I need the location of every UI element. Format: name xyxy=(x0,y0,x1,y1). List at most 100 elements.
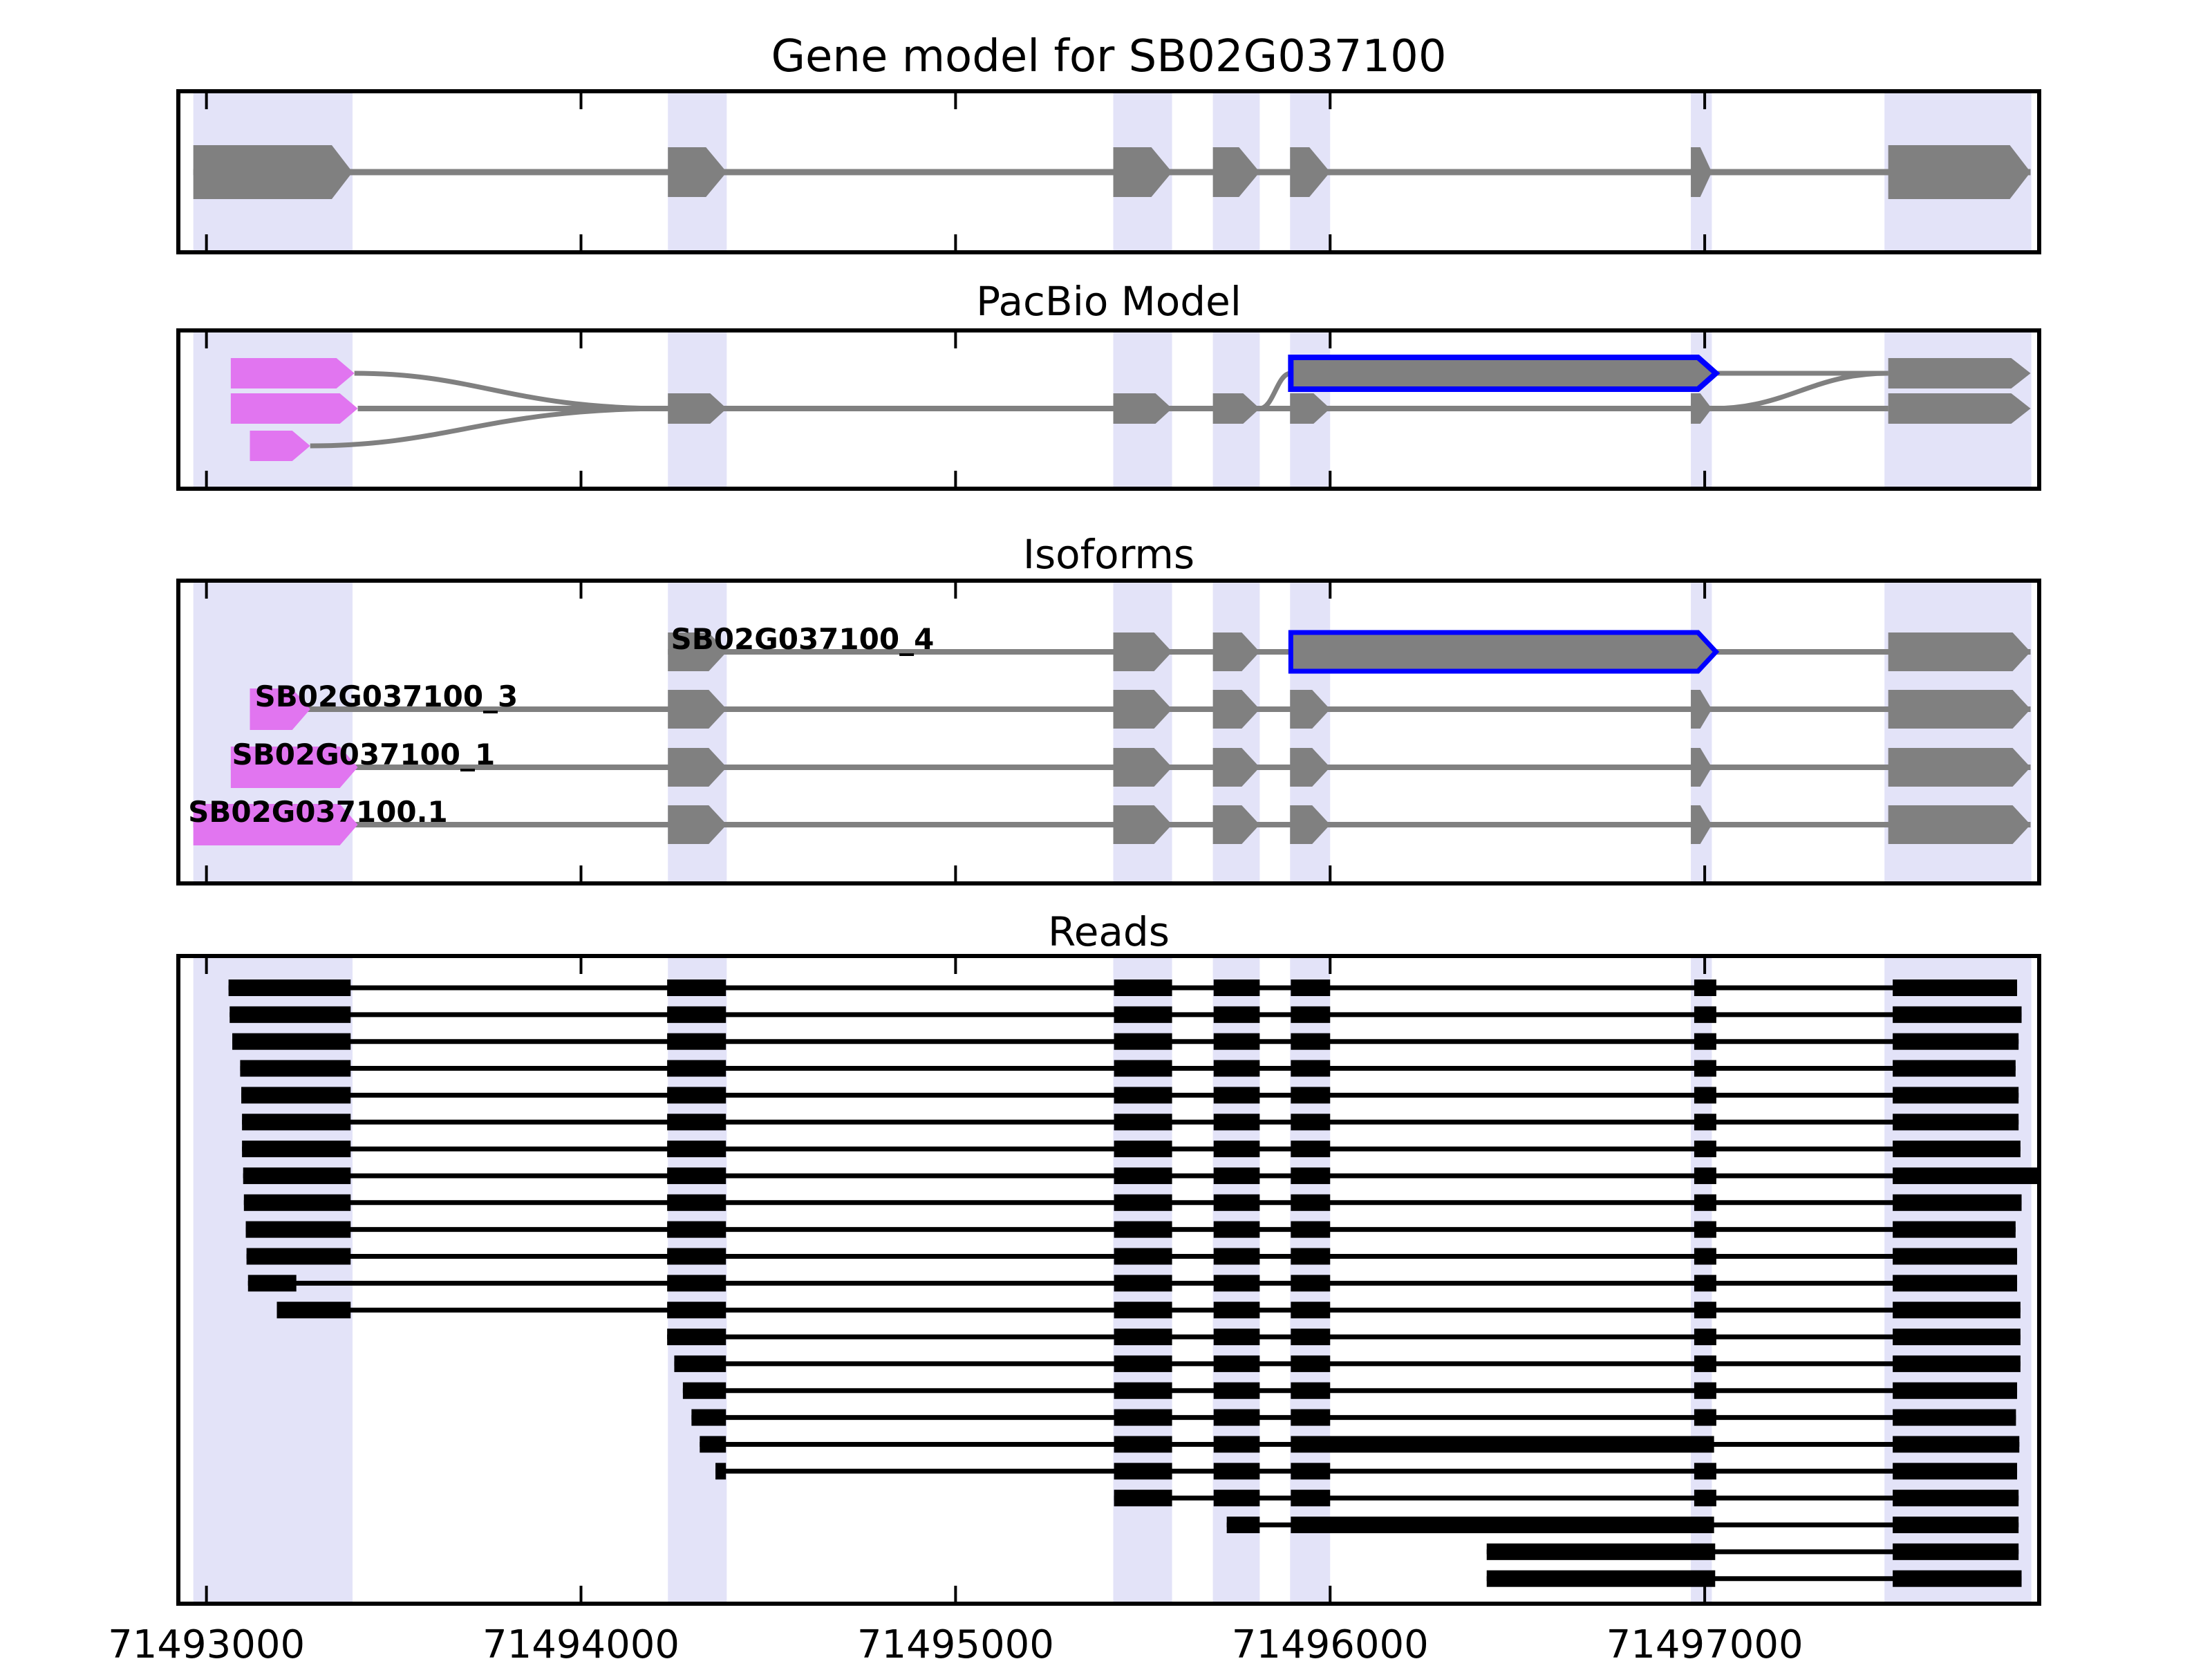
read-exon xyxy=(1694,1463,1716,1480)
read-exon xyxy=(1694,1490,1716,1507)
read-exon xyxy=(1694,1409,1716,1426)
pacbio-splice-curve xyxy=(1259,371,1292,411)
isoform-exon xyxy=(1113,690,1172,729)
read-exon xyxy=(1213,1141,1260,1158)
read-exon xyxy=(1114,1409,1172,1426)
isoform-exon xyxy=(1691,748,1712,787)
read-exon xyxy=(667,1302,727,1319)
x-axis-tick-label: 71493000 xyxy=(108,1622,305,1659)
isoform-exon xyxy=(230,747,358,788)
read-exon xyxy=(1291,980,1331,996)
read-exon xyxy=(1213,1248,1260,1265)
read-exon xyxy=(1694,1141,1716,1158)
isoform-exon xyxy=(1888,690,2031,729)
read-exon xyxy=(1114,1329,1172,1346)
read-exon xyxy=(1114,1490,1172,1507)
read-exon xyxy=(1893,1382,2018,1399)
panel-borders-layer xyxy=(176,89,2041,1606)
isoform-exon xyxy=(193,804,358,845)
read-exon xyxy=(1893,1248,2018,1265)
panel-border-gene_model xyxy=(176,89,2041,254)
isoform-exon xyxy=(1113,748,1172,787)
gene-model-panel-title: Gene model for SB02G037100 xyxy=(771,31,1446,82)
reads-panel-title: Reads xyxy=(1048,908,1170,955)
read-exon xyxy=(1291,1248,1331,1265)
read-exon xyxy=(1213,1194,1260,1211)
x-axis-tick-label: 71496000 xyxy=(1232,1622,1429,1659)
gene-exon xyxy=(1290,147,1331,197)
read-exon xyxy=(700,1436,727,1453)
read-exon xyxy=(1213,1436,1260,1453)
read-exon xyxy=(1694,1033,1716,1050)
read-exon xyxy=(715,1463,727,1480)
read-exon xyxy=(1893,1087,2019,1104)
read-exon xyxy=(1213,1409,1260,1426)
pacbio-splice-curve xyxy=(310,406,668,449)
read-exon xyxy=(1114,1141,1172,1158)
read-exon xyxy=(667,1033,727,1050)
panel-border-reads xyxy=(176,954,2041,1606)
isoform-label: SB02G037100_4 xyxy=(671,622,935,656)
isoform-exon xyxy=(1888,805,2031,844)
read-exon xyxy=(667,1329,727,1346)
read-exon xyxy=(1213,1275,1260,1292)
read-exon xyxy=(1694,1248,1716,1265)
read-exon xyxy=(1291,1409,1331,1426)
read-exon xyxy=(1486,1543,1716,1560)
read-exon xyxy=(1893,1006,2022,1023)
read-exon xyxy=(1291,1060,1331,1077)
read-exon xyxy=(1694,1221,1716,1238)
read-exon xyxy=(1213,1490,1260,1507)
read-exon xyxy=(1893,1060,2016,1077)
read-exon xyxy=(667,1087,727,1104)
read-exon xyxy=(667,980,727,996)
read-exon xyxy=(1213,1221,1260,1238)
read-exon xyxy=(1694,1060,1716,1077)
read-exon xyxy=(245,1221,351,1238)
isoform-exon xyxy=(668,805,727,844)
pacbio-start-exon xyxy=(250,431,310,461)
read-exon xyxy=(1291,1517,1714,1533)
isoform-label: SB02G037100_3 xyxy=(255,679,518,713)
read-exon xyxy=(1291,1355,1331,1372)
isoform-exon xyxy=(668,632,727,671)
read-exon xyxy=(1291,1463,1331,1480)
read-exon xyxy=(229,1006,351,1023)
read-exon xyxy=(1893,1436,2020,1453)
read-exon xyxy=(1694,1167,1716,1184)
isoform-exon xyxy=(1290,748,1331,787)
x-axis-layer: 71493000 71494000 71495000 71496000 71497000 xyxy=(108,1622,1803,1659)
read-exon xyxy=(1291,1087,1331,1104)
read-exon xyxy=(1893,1302,2021,1319)
isoform-exon xyxy=(668,748,727,787)
read-exon xyxy=(1114,1167,1172,1184)
read-exon xyxy=(667,1167,727,1184)
read-exon xyxy=(1114,1087,1172,1104)
read-exon xyxy=(667,1141,727,1158)
read-exon xyxy=(1213,980,1260,996)
read-exon xyxy=(1694,980,1716,996)
read-exon xyxy=(1213,1355,1260,1372)
pacbio-splice-curve xyxy=(1712,371,1888,411)
read-exon xyxy=(667,1248,727,1265)
read-exon xyxy=(1893,1355,2021,1372)
read-exon xyxy=(1893,1409,2016,1426)
read-exon xyxy=(667,1275,727,1292)
read-exon xyxy=(1213,1087,1260,1104)
pacbio-exon xyxy=(1113,393,1172,424)
read-exon xyxy=(682,1382,727,1399)
read-exon xyxy=(1114,1275,1172,1292)
read-exon xyxy=(1291,1382,1331,1399)
read-exon xyxy=(1213,1329,1260,1346)
read-exon xyxy=(1893,1463,2018,1480)
isoform-exon xyxy=(1288,630,1720,674)
read-exon xyxy=(1226,1517,1260,1533)
read-exon xyxy=(1291,1302,1331,1319)
read-exon xyxy=(1694,1006,1716,1023)
read-exon xyxy=(1114,1006,1172,1023)
read-exon xyxy=(1213,1302,1260,1319)
read-exon xyxy=(1114,1194,1172,1211)
isoforms-panel-title: Isoforms xyxy=(1023,531,1194,578)
read-exon xyxy=(1893,1329,2021,1346)
